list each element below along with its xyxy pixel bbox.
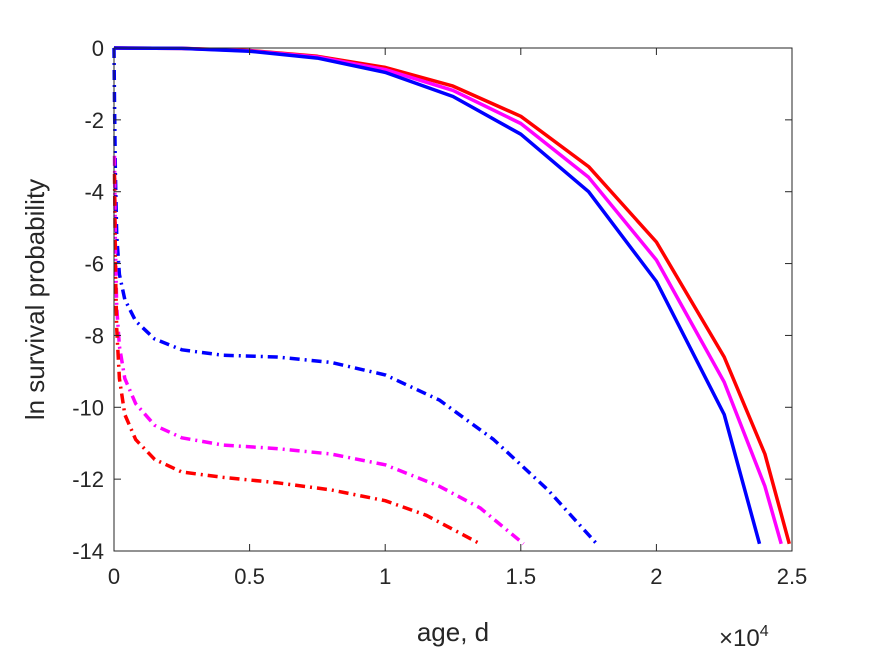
plot-frame xyxy=(113,47,793,552)
x-multiplier-base: ×10 xyxy=(719,625,760,652)
y-tick-label: -14 xyxy=(72,539,104,564)
x-multiplier-exponent: 4 xyxy=(760,623,769,640)
series-line-2 xyxy=(113,46,783,545)
x-tick-label: 0.5 xyxy=(234,564,265,589)
y-tick-label: -4 xyxy=(84,180,104,205)
ticks-layer: 0 0.5 1 1.5 2 2.5 0 -2 -4 -6 -8 -10 -12 -14 xyxy=(72,36,807,589)
series-line-5 xyxy=(112,155,525,546)
series-line-4 xyxy=(112,47,598,545)
x-tick-label: 2 xyxy=(650,564,662,589)
y-tick-label: -8 xyxy=(84,323,104,348)
x-axis-label: age, d xyxy=(417,617,489,647)
x-tick-label: 1.5 xyxy=(506,564,537,589)
series-layer xyxy=(112,46,791,546)
y-tick-label: -12 xyxy=(72,467,104,492)
series-line-6 xyxy=(112,173,481,546)
y-axis-label: ln survival probability xyxy=(20,179,50,420)
series-line-3 xyxy=(113,46,762,545)
y-tick-label: -6 xyxy=(84,252,104,277)
x-tick-label: 1 xyxy=(379,564,391,589)
y-tick-label: 0 xyxy=(92,36,104,61)
x-axis-multiplier: ×104 xyxy=(719,623,769,652)
x-tick-label: 2.5 xyxy=(777,564,808,589)
y-tick-label: -10 xyxy=(72,395,104,420)
series-line-1 xyxy=(113,46,791,545)
x-tick-label: 0 xyxy=(108,564,120,589)
y-tick-label: -2 xyxy=(84,108,104,133)
